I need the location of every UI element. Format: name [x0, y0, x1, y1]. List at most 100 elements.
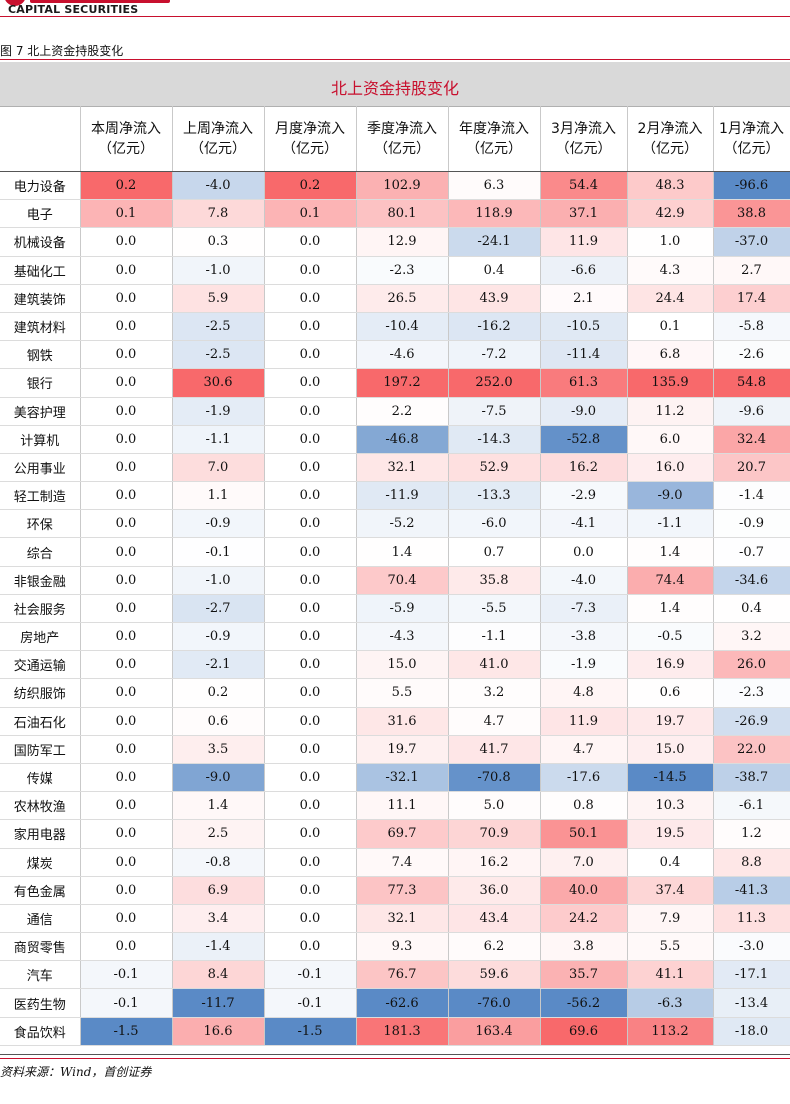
figure-caption: 图 7 北上资金持股变化 — [0, 44, 124, 58]
value-cell: 0.0 — [80, 678, 173, 708]
value-cell: 0.0 — [264, 340, 357, 370]
table-row: 电子 0.1 7.8 0.1 80.1 118.9 37.1 42.9 38.8 — [0, 199, 790, 229]
value-cell: 0.0 — [264, 904, 357, 934]
value-cell: 0.2 — [264, 171, 357, 201]
industry-name: 环保 — [0, 509, 81, 539]
value-cell: 42.9 — [627, 199, 714, 229]
value-cell: -5.8 — [713, 312, 790, 342]
table-row: 钢铁 0.0 -2.5 0.0 -4.6 -7.2 -11.4 6.8 -2.6 — [0, 340, 790, 370]
value-cell: 37.4 — [627, 876, 714, 905]
industry-name: 建筑装饰 — [0, 284, 81, 313]
value-cell: 0.0 — [264, 848, 357, 877]
value-cell: 5.5 — [356, 678, 449, 708]
industry-name: 美容护理 — [0, 397, 81, 426]
value-cell: 0.0 — [264, 397, 357, 426]
value-cell: 10.3 — [627, 791, 714, 821]
caption-divider — [0, 59, 790, 60]
value-cell: -11.4 — [540, 340, 628, 370]
northbound-holdings-table: 本周净流入 （亿元） 上周净流入 （亿元） 月度净流入 （亿元） 季度净流入 （亿元） 年度净流… — [0, 106, 790, 1046]
value-cell: 59.6 — [448, 960, 541, 990]
value-cell: -6.0 — [448, 509, 541, 539]
value-cell: 0.0 — [80, 763, 173, 793]
value-cell: -4.0 — [540, 566, 628, 595]
header-cell: 2月净流入 （亿元） — [627, 106, 714, 172]
value-cell: 2.7 — [713, 256, 790, 285]
value-cell: 6.3 — [448, 171, 541, 201]
value-cell: -46.8 — [356, 425, 449, 454]
value-cell: -4.3 — [356, 622, 449, 652]
value-cell: 0.0 — [80, 735, 173, 764]
value-cell: -1.9 — [540, 650, 628, 680]
value-cell: -1.9 — [172, 397, 265, 426]
industry-name: 电子 — [0, 199, 81, 229]
table-row: 电力设备 0.2 -4.0 0.2 102.9 6.3 54.4 48.3 -96.6 — [0, 171, 790, 201]
table-row: 综合 0.0 -0.1 0.0 1.4 0.7 0.0 1.4 -0.7 — [0, 537, 790, 567]
industry-name: 交通运输 — [0, 650, 81, 680]
value-cell: 40.0 — [540, 876, 628, 905]
value-cell: 19.7 — [356, 735, 449, 764]
value-cell: 0.0 — [80, 537, 173, 567]
industry-name: 传媒 — [0, 763, 81, 793]
value-cell: 26.0 — [713, 650, 790, 680]
value-cell: 4.7 — [448, 707, 541, 736]
table-row: 建筑装饰 0.0 5.9 0.0 26.5 43.9 2.1 24.4 17.4 — [0, 284, 790, 313]
value-cell: -1.4 — [172, 932, 265, 962]
industry-name: 农林牧渔 — [0, 791, 81, 821]
value-cell: 11.2 — [627, 397, 714, 426]
header-unit: （亿元） — [374, 140, 430, 157]
value-cell: -2.7 — [172, 594, 265, 624]
value-cell: 0.0 — [264, 312, 357, 342]
table-row: 农林牧渔 0.0 1.4 0.0 11.1 5.0 0.8 10.3 -6.1 — [0, 791, 790, 821]
value-cell: 0.0 — [264, 368, 357, 398]
logo-english-text: CAPITAL SECURITIES — [8, 3, 139, 16]
value-cell: 24.4 — [627, 284, 714, 313]
value-cell: -37.0 — [713, 227, 790, 257]
value-cell: 22.0 — [713, 735, 790, 764]
value-cell: 0.4 — [627, 848, 714, 877]
value-cell: -4.1 — [540, 509, 628, 539]
value-cell: 3.2 — [713, 622, 790, 652]
industry-name: 银行 — [0, 368, 81, 398]
industry-name: 基础化工 — [0, 256, 81, 285]
header-label: 3月净流入 — [551, 120, 616, 137]
table-row: 医药生物 -0.1 -11.7 -0.1 -62.6 -76.0 -56.2 -6.3 -13.… — [0, 988, 790, 1018]
header-cell: 年度净流入 （亿元） — [448, 106, 541, 172]
value-cell: -1.0 — [172, 566, 265, 595]
value-cell: -56.2 — [540, 988, 628, 1018]
value-cell: 0.0 — [80, 397, 173, 426]
table-row: 汽车 -0.1 8.4 -0.1 76.7 59.6 35.7 41.1 -17.1 — [0, 960, 790, 990]
value-cell: 6.8 — [627, 340, 714, 370]
header-unit: （亿元） — [555, 140, 612, 157]
industry-name: 煤炭 — [0, 848, 81, 877]
value-cell: 4.3 — [627, 256, 714, 285]
value-cell: 52.9 — [448, 453, 541, 483]
value-cell: -6.1 — [713, 791, 790, 821]
value-cell: -17.1 — [713, 960, 790, 990]
table-title: 北上资金持股变化 — [330, 79, 459, 98]
value-cell: 2.2 — [356, 397, 449, 426]
industry-name: 综合 — [0, 537, 81, 567]
value-cell: 0.0 — [80, 340, 173, 370]
value-cell: 0.1 — [80, 199, 173, 229]
industry-name: 纺织服饰 — [0, 678, 81, 708]
value-cell: 2.1 — [540, 284, 628, 313]
industry-name: 钢铁 — [0, 340, 81, 370]
header-cell: 1月净流入 （亿元） — [713, 106, 790, 172]
value-cell: -76.0 — [448, 988, 541, 1018]
table-row: 公用事业 0.0 7.0 0.0 32.1 52.9 16.2 16.0 20.7 — [0, 453, 790, 483]
industry-name: 商贸零售 — [0, 932, 81, 962]
value-cell: 61.3 — [540, 368, 628, 398]
value-cell: -2.5 — [172, 312, 265, 342]
value-cell: 0.0 — [80, 791, 173, 821]
value-cell: 7.0 — [540, 848, 628, 877]
value-cell: 0.0 — [264, 791, 357, 821]
table-row: 纺织服饰 0.0 0.2 0.0 5.5 3.2 4.8 0.6 -2.3 — [0, 678, 790, 708]
value-cell: 102.9 — [356, 171, 449, 201]
table-row: 食品饮料 -1.5 16.6 -1.5 181.3 163.4 69.6 113.2 -18.0 — [0, 1017, 790, 1046]
industry-name: 公用事业 — [0, 453, 81, 483]
value-cell: -9.0 — [627, 481, 714, 511]
table-row: 非银金融 0.0 -1.0 0.0 70.4 35.8 -4.0 74.4 -34.6 — [0, 566, 790, 595]
value-cell: 181.3 — [356, 1017, 449, 1046]
value-cell: -14.5 — [627, 763, 714, 793]
value-cell: 50.1 — [540, 819, 628, 849]
